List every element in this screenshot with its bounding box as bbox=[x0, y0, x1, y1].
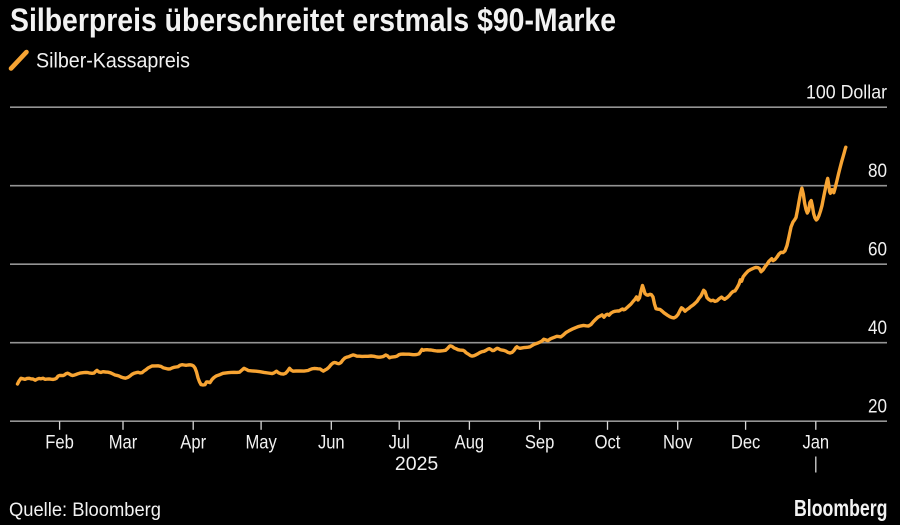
svg-text:Jan: Jan bbox=[802, 432, 829, 454]
svg-text:20: 20 bbox=[868, 396, 887, 418]
svg-text:Aug: Aug bbox=[455, 432, 485, 454]
svg-text:Dec: Dec bbox=[731, 432, 761, 454]
svg-text:Silberpreis überschreitet erst: Silberpreis überschreitet erstmals $90-M… bbox=[10, 2, 616, 38]
svg-text:Quelle: Bloomberg: Quelle: Bloomberg bbox=[9, 499, 161, 521]
svg-text:Apr: Apr bbox=[180, 432, 206, 454]
svg-text:80: 80 bbox=[868, 160, 887, 182]
svg-text:Jul: Jul bbox=[389, 432, 410, 454]
svg-text:Sep: Sep bbox=[525, 432, 555, 454]
svg-text:Nov: Nov bbox=[663, 432, 693, 454]
svg-text:Mar: Mar bbox=[109, 432, 138, 454]
svg-text:60: 60 bbox=[868, 239, 887, 261]
svg-text:Silber-Kassapreis: Silber-Kassapreis bbox=[36, 50, 190, 73]
svg-text:May: May bbox=[245, 432, 277, 454]
svg-text:Bloomberg: Bloomberg bbox=[794, 495, 888, 521]
svg-text:40: 40 bbox=[868, 317, 887, 339]
svg-text:2025: 2025 bbox=[395, 453, 439, 475]
svg-text:Oct: Oct bbox=[595, 432, 621, 454]
svg-text:Jun: Jun bbox=[318, 432, 345, 454]
svg-text:Feb: Feb bbox=[45, 432, 74, 454]
svg-text:100 Dollar: 100 Dollar bbox=[806, 81, 887, 103]
